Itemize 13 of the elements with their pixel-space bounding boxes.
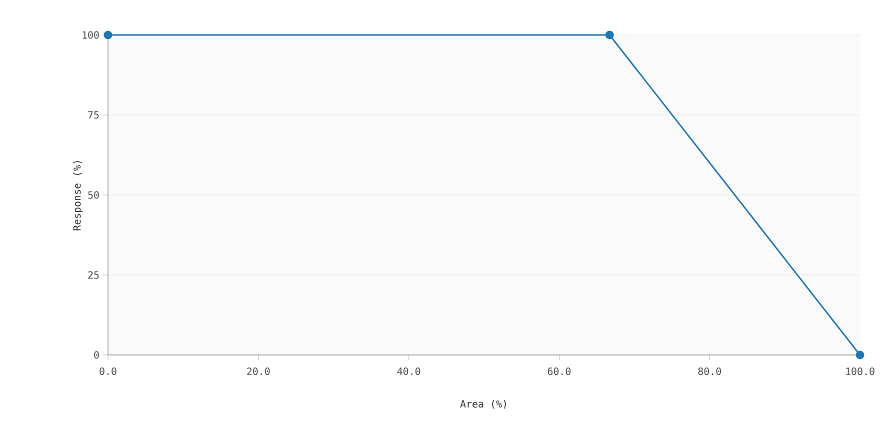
x-tick-label: 20.0 (247, 367, 270, 376)
x-tick-label: 100.0 (846, 367, 874, 376)
x-axis-title: Area (%) (460, 400, 506, 409)
x-tick-label: 40.0 (397, 367, 420, 376)
y-tick-label: 75 (88, 111, 99, 119)
y-tick-label: 0 (94, 351, 99, 359)
x-tick-label: 80.0 (698, 367, 721, 376)
x-tick-label: 60.0 (548, 367, 571, 376)
x-tick-label: 0.0 (100, 367, 116, 376)
y-tick-label: 50 (88, 191, 99, 199)
y-tick-label: 25 (88, 271, 99, 279)
y-axis-title: Response (%) (73, 161, 83, 230)
y-tick-label: 100 (82, 31, 99, 39)
